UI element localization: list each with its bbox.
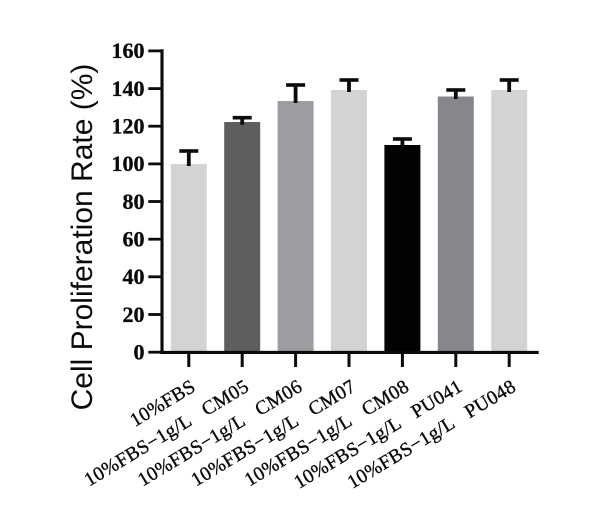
svg-text:140: 140	[112, 76, 145, 101]
svg-text:0: 0	[134, 340, 145, 365]
svg-text:160: 160	[112, 38, 145, 63]
svg-text:100: 100	[112, 151, 145, 176]
svg-text:120: 120	[112, 114, 145, 139]
svg-text:80: 80	[123, 189, 145, 214]
svg-text:20: 20	[123, 302, 145, 327]
svg-text:60: 60	[123, 227, 145, 252]
svg-text:40: 40	[123, 264, 145, 289]
svg-text:Cell Proliferation Rate (%): Cell Proliferation Rate (%)	[66, 64, 99, 411]
